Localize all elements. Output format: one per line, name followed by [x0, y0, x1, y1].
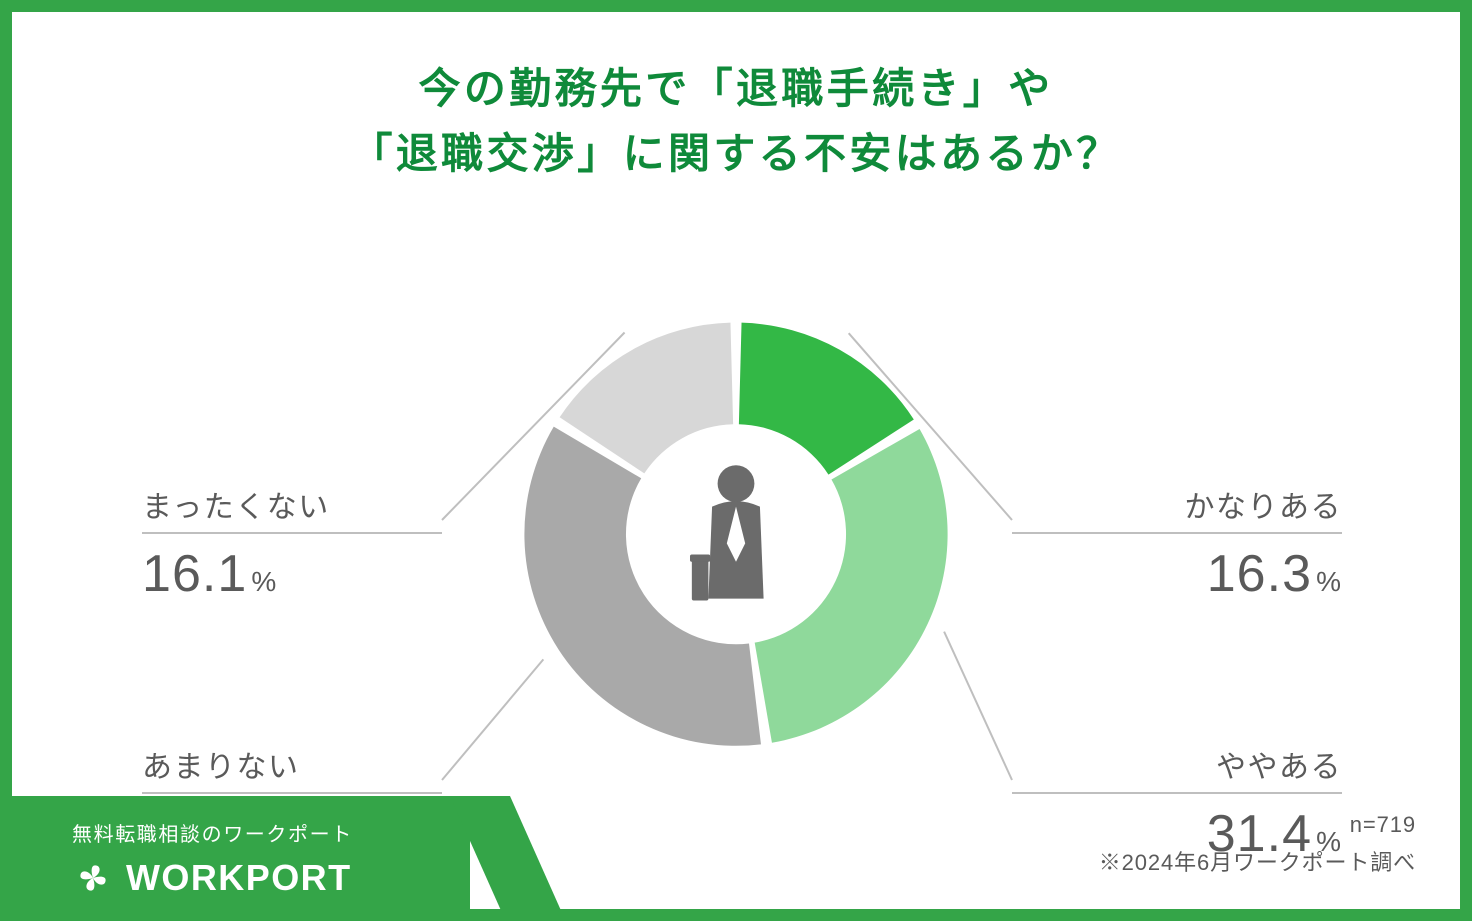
legend-label: まったくない	[142, 482, 442, 532]
sample-size: n=719	[1099, 806, 1416, 843]
donut-svg	[506, 304, 966, 764]
legend-label: あまりない	[142, 742, 442, 792]
brand-badge: 無料転職相談のワークポート WORKPORT	[12, 796, 470, 909]
person-icon	[690, 465, 764, 600]
legend-label: ややある	[1012, 742, 1342, 792]
source-note: ※2024年6月ワークポート調べ	[1099, 844, 1416, 881]
legend-pct: 16.1%	[142, 534, 442, 604]
brand-name: WORKPORT	[126, 857, 352, 899]
donut-slice	[755, 428, 948, 742]
legend-label: かなりある	[1012, 482, 1342, 532]
brand-row: WORKPORT	[72, 857, 422, 899]
chart-meta: n=719 ※2024年6月ワークポート調べ	[1099, 806, 1416, 881]
brand-tagline: 無料転職相談のワークポート	[72, 818, 422, 847]
legend-pct: 16.3%	[1012, 534, 1342, 604]
chart-title-line1: 今の勤務先で「退職手続き」や	[12, 56, 1460, 121]
chart-card: 今の勤務先で「退職手続き」や 「退職交渉」に関する不安はあるか？ かなりある 1…	[12, 12, 1460, 909]
legend-top-right: かなりある 16.3%	[1012, 482, 1342, 604]
legend-top-left: まったくない 16.1%	[142, 482, 442, 604]
donut-chart	[506, 304, 966, 764]
outer-frame: 今の勤務先で「退職手続き」や 「退職交渉」に関する不安はあるか？ かなりある 1…	[0, 0, 1472, 921]
clover-icon	[72, 857, 114, 899]
chart-title: 今の勤務先で「退職手続き」や 「退職交渉」に関する不安はあるか？	[12, 12, 1460, 186]
chart-title-line2: 「退職交渉」に関する不安はあるか？	[12, 121, 1460, 186]
